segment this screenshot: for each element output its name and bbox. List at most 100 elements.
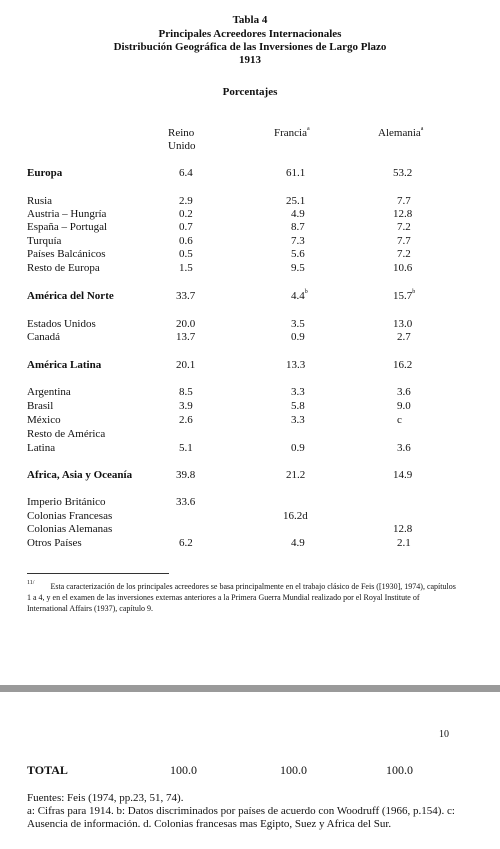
row-label: Africa, Asia y Oceanía [27, 469, 133, 481]
row-label: Brasil [27, 400, 54, 412]
cell-alemania: 12.8 [393, 523, 413, 535]
row-label: Austria – Hungría [27, 208, 107, 220]
row-resto-europa: Resto de Europa 1.5 9.5 10.6 [0, 262, 500, 275]
row-label: Turquía [27, 235, 62, 247]
table-number: Tabla 4 [232, 14, 268, 26]
cell-alemania: 3.6 [397, 386, 411, 398]
col-header-reino: Reino [168, 127, 195, 139]
row-turquia: Turquía 0.6 7.3 7.7 [0, 235, 500, 248]
row-label: Colonias Alemanas [27, 523, 113, 535]
cell-francia: 21.2 [286, 469, 306, 481]
row-label: América del Norte [27, 290, 114, 302]
footnote: 11/ Esta caracterización de los principa… [27, 580, 457, 614]
total-alemania: 100.0 [386, 763, 413, 777]
cell-francia: 4.9 [291, 537, 305, 549]
row-estados-unidos: Estados Unidos 20.0 3.5 13.0 [0, 318, 500, 331]
footnote-divider [27, 573, 169, 574]
table-units: Porcentajes [222, 86, 278, 98]
cell-note: b [412, 289, 416, 296]
row-label: Resto de Europa [27, 262, 100, 274]
row-america-latina: América Latina 20.1 13.3 16.2 [0, 359, 500, 372]
cell-alemania: 3.6 [397, 442, 411, 454]
cell-alemania: 2.7 [397, 331, 411, 343]
cell-alemania: 12.8 [393, 208, 413, 220]
row-austria: Austria – Hungría 0.2 4.9 12.8 [0, 208, 500, 221]
cell-alemania: 13.0 [393, 318, 413, 330]
cell-alemania: 7.7 [397, 195, 411, 207]
cell-reino-unido: 5.1 [179, 442, 193, 454]
row-resto-america-label: Resto de América [0, 428, 500, 441]
cell-alemania: 7.2 [397, 221, 411, 233]
row-label: España – Portugal [27, 221, 108, 233]
cell-francia: 4.9 [291, 208, 305, 220]
cell-reino-unido: 8.5 [179, 386, 193, 398]
cell-francia: 3.5 [291, 318, 305, 330]
cell-reino-unido: 0.7 [179, 221, 193, 233]
cell-reino-unido: 39.8 [176, 469, 196, 481]
cell-francia: 3.3 [291, 414, 305, 426]
cell-reino-unido: 33.7 [176, 290, 196, 302]
row-label: Colonias Francesas [27, 510, 113, 522]
cell-alemania: 7.7 [397, 235, 411, 247]
row-label: Canadá [27, 331, 60, 343]
cell-reino-unido: 20.1 [176, 359, 196, 371]
cell-alemania: 10.6 [393, 262, 413, 274]
cell-reino-unido: 1.5 [179, 262, 193, 274]
col-header-francia: Franciaa [274, 126, 310, 140]
row-europa: Europa 6.4 61.1 53.2 [0, 167, 500, 180]
cell-francia: 7.3 [291, 235, 305, 247]
sources-note: Fuentes: Feis (1974, pp.23, 51, 74). a: … [27, 792, 457, 831]
row-label: México [27, 414, 61, 426]
cell-note: b [304, 289, 308, 296]
row-label: Resto de América [27, 428, 106, 440]
cell-reino-unido: 0.5 [179, 248, 193, 260]
total-francia: 100.0 [280, 763, 307, 777]
row-rusia: Rusia 2.9 25.1 7.7 [0, 195, 500, 208]
cell-francia: 5.8 [291, 400, 305, 412]
cell-reino-unido: 2.6 [179, 414, 193, 426]
cell-value: 4.4 [291, 290, 305, 302]
cell-alemania: 2.1 [397, 537, 411, 549]
cell-reino-unido: 20.0 [176, 318, 196, 330]
cell-reino-unido: 33.6 [176, 496, 196, 508]
cell-alemania: c [397, 414, 402, 426]
cell-francia: 13.3 [286, 359, 306, 371]
cell-francia: 16.2d [283, 510, 308, 522]
row-label: Argentina [27, 386, 71, 398]
row-label: Imperio Británico [27, 496, 106, 508]
row-imperio-britanico: Imperio Británico 33.6 [0, 496, 500, 509]
cell-alemania: 16.2 [393, 359, 413, 371]
row-colonias-alemanas: Colonias Alemanas 12.8 [0, 523, 500, 536]
col-header-unido: Unido [168, 140, 196, 152]
page-number: 10 [439, 729, 449, 740]
row-label: Rusia [27, 195, 53, 207]
cell-alemania: 9.0 [397, 400, 411, 412]
row-otros-paises: Otros Países 6.2 4.9 2.1 [0, 537, 500, 550]
footnote-text: Esta caracterización de los principales … [27, 582, 456, 613]
col-header-francia-label: Francia [274, 127, 307, 139]
cell-francia: 8.7 [291, 221, 305, 233]
table-year: 1913 [239, 54, 261, 66]
notes-line: a: Cifras para 1914. b: Datos discrimina… [27, 805, 455, 830]
cell-francia: 25.1 [286, 195, 306, 207]
cell-alemania: 14.9 [393, 469, 413, 481]
cell-francia: 61.1 [286, 167, 306, 179]
row-label: Europa [27, 167, 63, 179]
cell-reino-unido: 0.6 [179, 235, 193, 247]
row-label: Otros Países [27, 537, 82, 549]
cell-francia: 5.6 [291, 248, 305, 260]
cell-francia: 0.9 [291, 331, 305, 343]
cell-francia: 9.5 [291, 262, 305, 274]
row-label: Países Balcánicos [27, 248, 106, 260]
cell-reino-unido: 2.9 [179, 195, 193, 207]
table-title-line1: Principales Acreedores Internacionales [158, 28, 342, 40]
row-brasil: Brasil 3.9 5.8 9.0 [0, 400, 500, 413]
row-label: América Latina [27, 359, 102, 371]
row-africa-asia-oceania: Africa, Asia y Oceanía 39.8 21.2 14.9 [0, 469, 500, 482]
row-label: Latina [27, 442, 56, 454]
total-reino-unido: 100.0 [170, 763, 197, 777]
cell-value: 15.7 [393, 290, 413, 302]
cell-francia: 0.9 [291, 442, 305, 454]
row-balcanicos: Países Balcánicos 0.5 5.6 7.2 [0, 248, 500, 261]
row-mexico: México 2.6 3.3 c [0, 414, 500, 427]
